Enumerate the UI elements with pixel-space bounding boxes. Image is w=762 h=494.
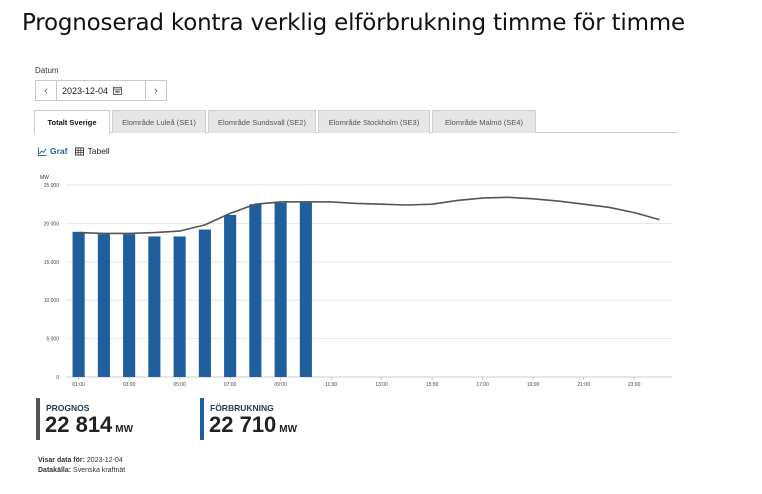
y-tick-label: 10 000 [44,298,60,304]
tab-se2[interactable]: Elområde Sundsvall (SE2) [208,110,316,133]
x-tick-label: 05:00 [173,382,186,388]
x-tick-label: 17:00 [476,382,489,388]
graph-view-label: Graf [50,146,68,156]
prognos-indicator [36,398,40,440]
consumption-bar [299,202,312,377]
shown-date-value: 2023-12-04 [86,457,123,464]
date-input[interactable]: 2023-12-04 [57,81,145,100]
consumption-bar [148,236,161,377]
tab-se4[interactable]: Elområde Malmö (SE4) [432,110,536,133]
forbrukning-number: 22 710 [209,412,277,437]
x-tick-label: 09:00 [274,382,287,388]
table-view-button[interactable]: Tabell [75,146,110,156]
consumption-chart: MW 0 5 000 10 000 15 000 20 000 25 000 01:00 03… [40,175,672,388]
x-tick-label: 13:00 [375,382,388,388]
prognos-number: 22 814 [45,412,113,437]
prognos-label: PROGNOS [46,403,90,413]
consumption-bar [173,236,186,377]
prognos-unit: MW [115,424,134,435]
consumption-bar [97,234,110,377]
page-title: Prognoserad kontra verklig elförbrukning… [22,10,685,36]
y-tick-label: 15 000 [44,260,60,266]
x-tick-label: 19:00 [527,382,540,388]
forbrukning-value: 22 710 MW [209,412,297,438]
y-tick-label: 20 000 [44,221,60,227]
tab-se1[interactable]: Elområde Luleå (SE1) [112,110,206,133]
shown-date-label: Visar data för: [38,457,85,464]
x-tick-label: 01:00 [72,382,85,388]
forbrukning-indicator [200,398,204,440]
consumption-bar [224,214,237,377]
x-tick-label: 11:00 [325,382,337,388]
area-tabs: Totalt Sverige Elområde Luleå (SE1) Elom… [34,110,678,134]
table-view-label: Tabell [87,146,110,156]
date-value: 2023-12-04 [62,85,109,96]
data-source-label: Datakälla: [38,467,72,474]
previous-date-button[interactable]: ‹ [36,81,57,100]
table-icon [75,146,85,156]
y-tick-label: 5 000 [46,337,59,343]
line-chart-icon [38,146,47,156]
prognos-value: 22 814 MW [45,412,133,438]
tab-totalt-sverige[interactable]: Totalt Sverige [34,110,110,134]
y-axis-unit-label: MW [40,175,49,181]
x-tick-label: 23:00 [628,382,641,388]
forbrukning-label: FÖRBRUKNING [210,403,274,413]
consumption-bar [198,229,211,377]
y-tick-label: 0 [56,375,59,381]
y-tick-label: 25 000 [44,183,60,189]
graph-view-button[interactable]: Graf [38,146,67,156]
chevron-left-icon: ‹ [44,84,48,97]
x-tick-label: 07:00 [224,382,237,388]
tab-se3[interactable]: Elområde Stockholm (SE3) [318,110,430,133]
date-picker: ‹ 2023-12-04 › [35,80,167,101]
consumption-bar [123,234,136,377]
next-date-button[interactable]: › [145,81,166,100]
calendar-icon[interactable] [113,86,123,95]
shown-date-info: Visar data för: 2023-12-04 [38,457,123,464]
forbrukning-unit: MW [279,424,298,435]
x-tick-label: 21:00 [577,382,590,388]
forecast-line [78,196,660,235]
x-tick-label: 03:00 [123,382,136,388]
data-source-value: Svenska kraftnät [73,467,126,474]
consumption-bar [249,204,262,377]
chevron-right-icon: › [154,84,158,97]
view-toggle: Graf Tabell [38,146,110,156]
x-tick-label: 15:00 [426,382,439,388]
consumption-bar [72,231,85,377]
data-source-info: Datakälla: Svenska kraftnät [38,467,125,474]
date-label: Datum [35,66,59,75]
consumption-bar [274,202,287,377]
